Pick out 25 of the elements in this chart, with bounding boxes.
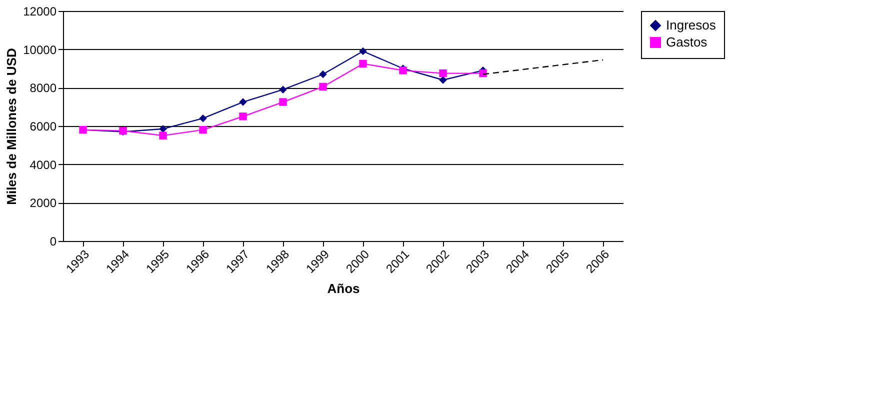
point [239, 112, 247, 120]
y-tick-label: 10000 [23, 42, 57, 57]
point [359, 60, 367, 68]
point [319, 82, 327, 91]
x-axis-title: Años [327, 281, 360, 296]
y-tick-label: 0 [50, 234, 57, 248]
point [279, 86, 287, 94]
point [439, 69, 447, 78]
point [239, 98, 247, 106]
y-tick-label: 2000 [30, 196, 57, 210]
y-tick-label: 6000 [30, 120, 57, 134]
point [199, 114, 207, 122]
legend-label: Ingresos [666, 18, 716, 32]
y-tick-label: 4000 [30, 158, 57, 172]
y-tick-label: 12000 [23, 4, 57, 18]
legend-label: Gastos [666, 34, 708, 50]
point [319, 70, 327, 78]
point [199, 126, 207, 134]
point [359, 47, 367, 56]
point [439, 76, 447, 84]
y-tick-label: 8000 [30, 81, 57, 96]
y-axis-title: Miles de Millones de USD [4, 48, 20, 205]
point [159, 132, 167, 140]
point [479, 69, 487, 78]
point [279, 98, 287, 106]
